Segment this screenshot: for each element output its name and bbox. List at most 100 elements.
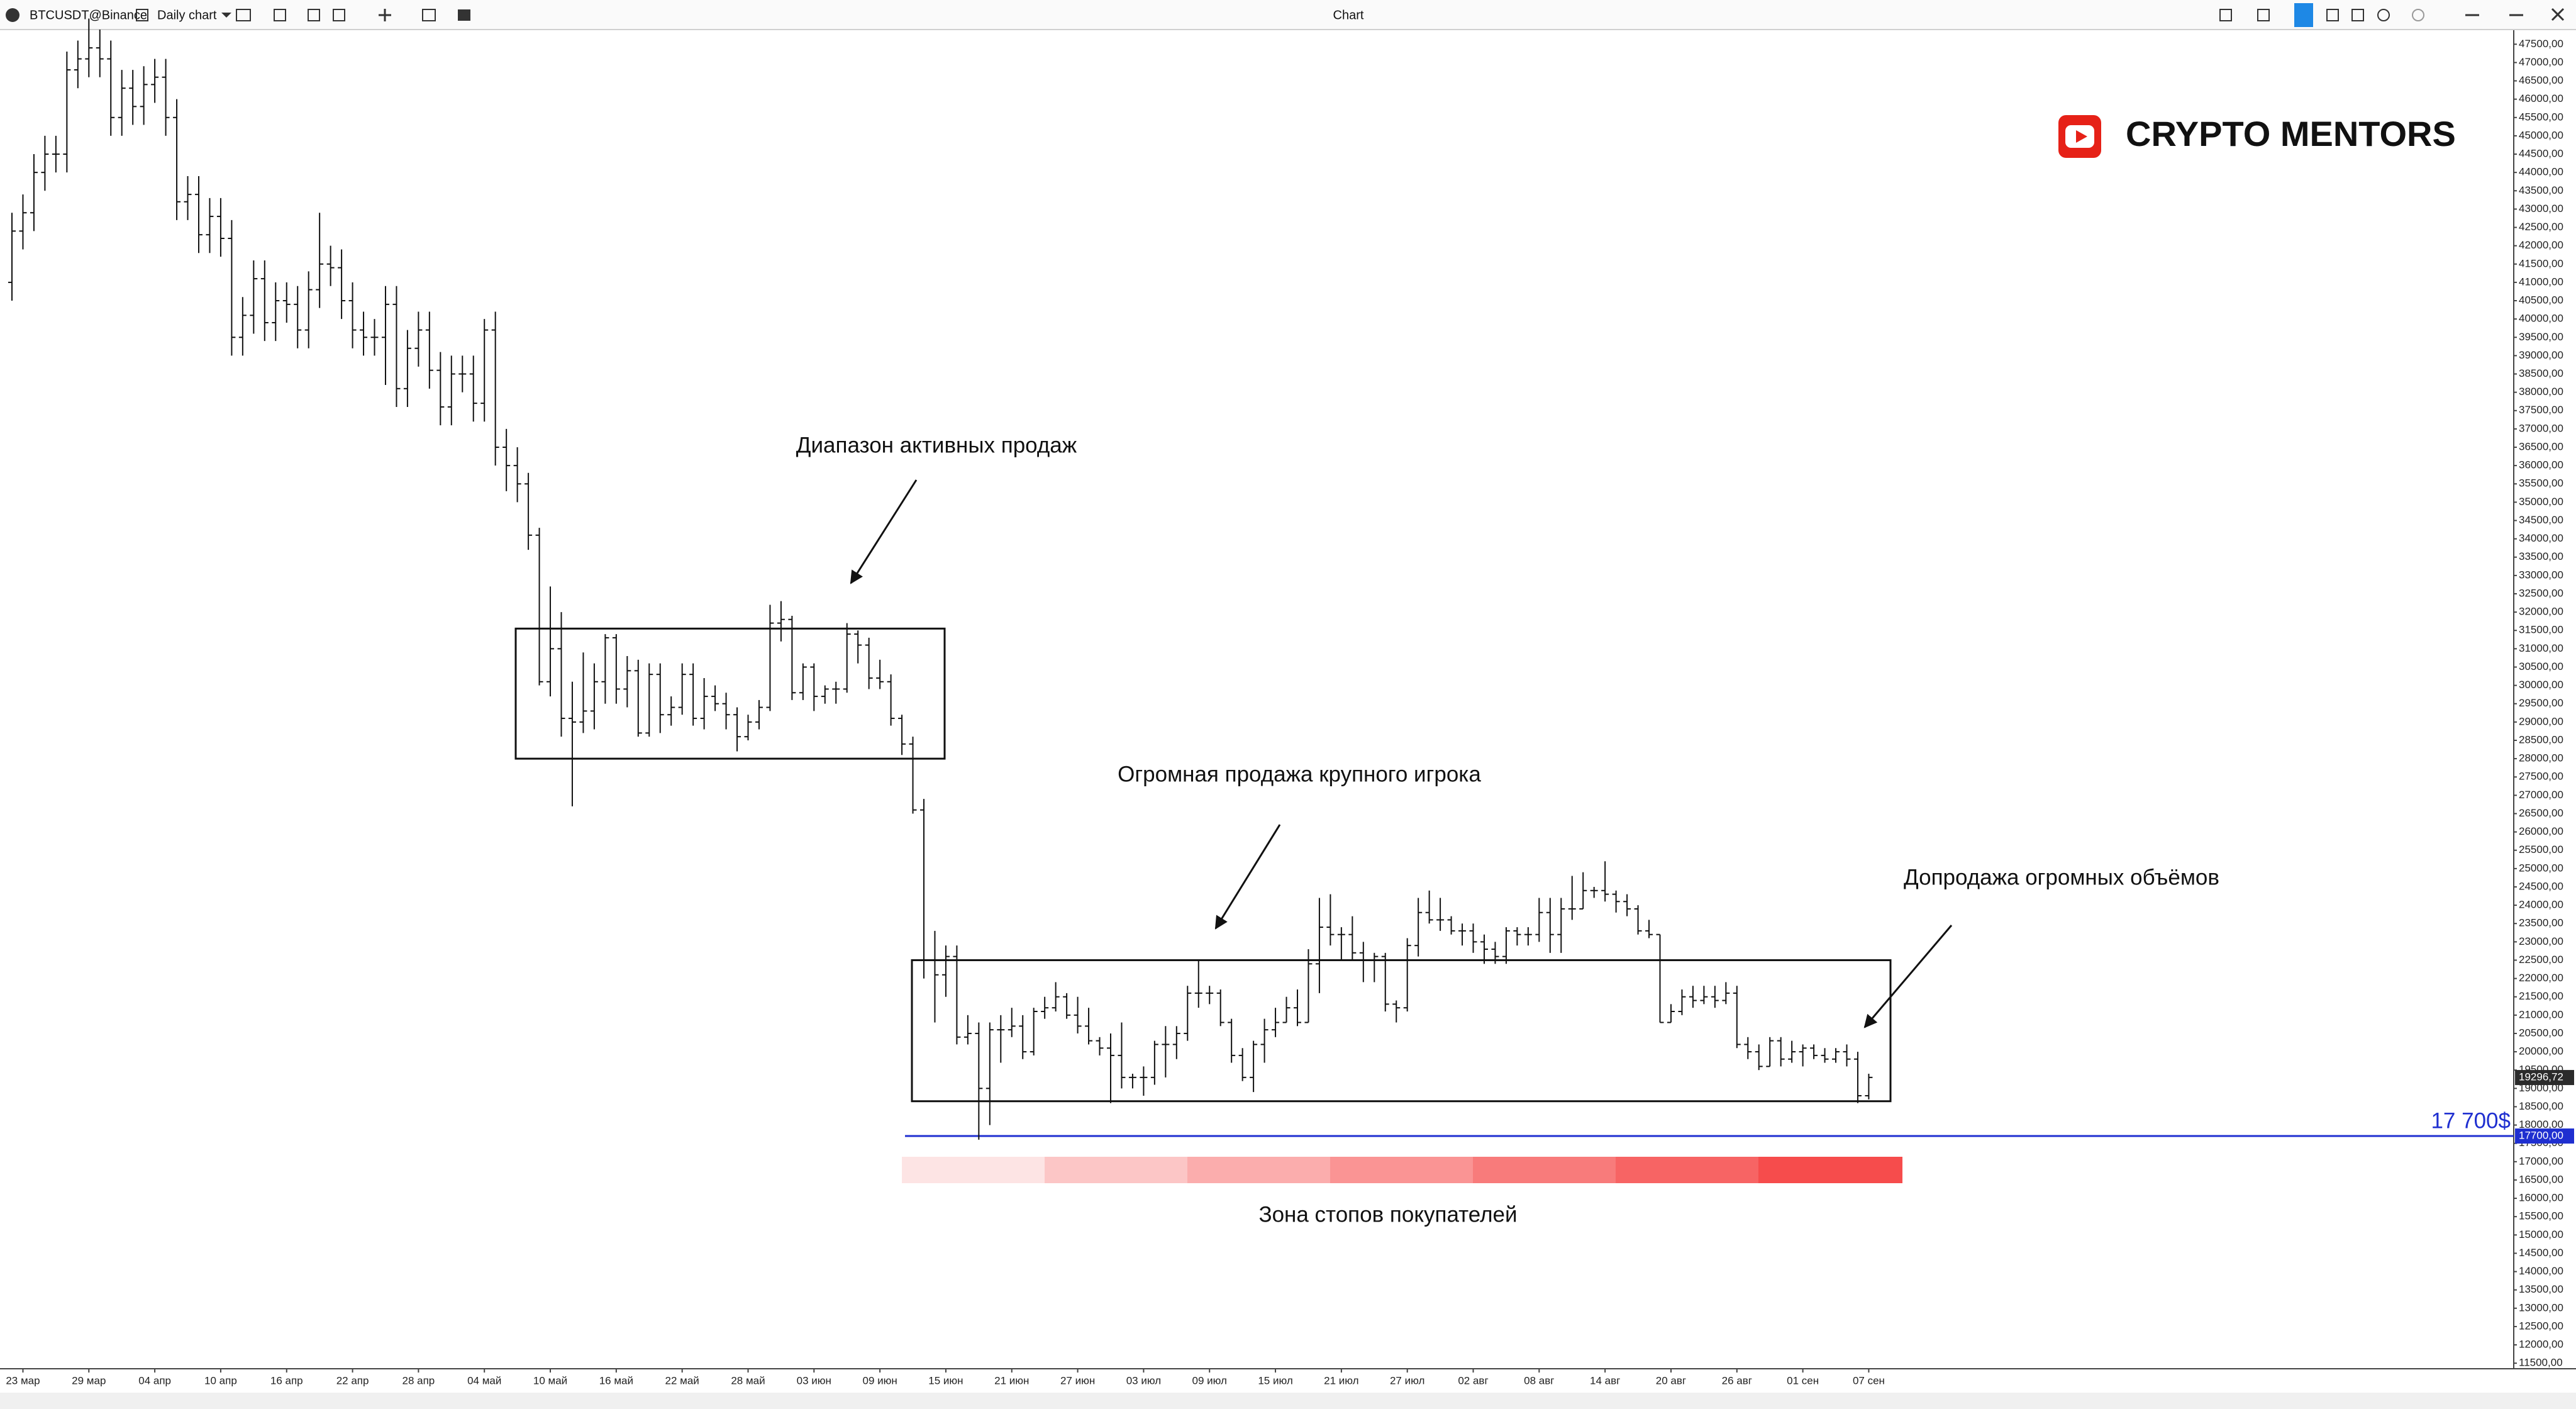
y-tick-label: 36500,00 [2519,440,2563,452]
x-tick-label: 22 май [665,1374,699,1386]
app-icon[interactable] [6,8,19,22]
draw-icon[interactable] [274,9,286,21]
y-tick-label: 36000,00 [2519,459,2563,471]
y-tick-label: 26000,00 [2519,825,2563,837]
y-tick-label: 13500,00 [2519,1283,2563,1295]
y-tick-label: 40500,00 [2519,294,2563,306]
x-tick-label: 27 июл [1390,1374,1424,1386]
range-box [514,627,946,760]
range-box [911,959,1892,1103]
x-tick-label: 09 июл [1192,1374,1227,1386]
y-tick-label: 21000,00 [2519,1008,2563,1020]
tool-icon[interactable] [2257,9,2270,21]
arrow [1863,925,1953,1028]
y-tick-label: 39500,00 [2519,331,2563,343]
search-icon[interactable] [136,9,148,21]
x-tick-label: 22 апр [336,1374,369,1386]
y-tick-label: 18500,00 [2519,1100,2563,1112]
logo-text: CRYPTO MENTORS [2126,114,2456,153]
y-tick-label: 42500,00 [2519,221,2563,233]
y-tick-label: 25500,00 [2519,844,2563,855]
active-tool[interactable] [2294,3,2313,27]
dropdown-icon[interactable] [221,13,231,18]
zone-segment [1758,1157,1902,1183]
x-tick-label: 02 авг [1458,1374,1488,1386]
y-tick-label: 28500,00 [2519,733,2563,745]
zone-segment [902,1157,1045,1183]
y-tick-label: 18000,00 [2519,1118,2563,1130]
y-tick-label: 21500,00 [2519,990,2563,1002]
x-tick-label: 08 авг [1524,1374,1554,1386]
y-tick-label: 33000,00 [2519,569,2563,581]
x-tick-label: 01 сен [1787,1374,1819,1386]
tool-icon[interactable] [2412,9,2424,21]
y-tick-label: 34000,00 [2519,532,2563,544]
y-tick-label: 17000,00 [2519,1155,2563,1167]
y-tick-label: 35000,00 [2519,496,2563,508]
x-tick-label: 10 апр [204,1374,237,1386]
last-price-label: 19296,72 [2519,1071,2563,1083]
annotation: Огромная продажа крупного игрока [1118,762,1481,786]
x-tick-label: 16 май [599,1374,633,1386]
level-axis-box [2515,1128,2574,1144]
x-tick-label: 14 авг [1590,1374,1620,1386]
add-icon[interactable] [379,9,391,21]
tool-icon[interactable] [2377,9,2390,21]
y-tick-label: 37000,00 [2519,422,2563,434]
window-title: Chart [1333,8,1364,22]
y-tick-label: 20000,00 [2519,1045,2563,1057]
y-tick-label: 14000,00 [2519,1265,2563,1277]
stop-zone [902,1157,1902,1183]
y-tick-label: 31000,00 [2519,642,2563,654]
y-tick-label: 35500,00 [2519,477,2563,489]
y-tick-label: 29500,00 [2519,697,2563,709]
chart-kind[interactable]: Daily chart [157,8,217,22]
y-tick-label: 15000,00 [2519,1228,2563,1240]
y-tick-label: 39000,00 [2519,349,2563,361]
zoom-icon[interactable] [308,9,320,21]
arrow [850,479,918,584]
tool-icon[interactable] [2351,9,2364,21]
y-tick-label: 43000,00 [2519,203,2563,214]
y-tick-label: 38500,00 [2519,367,2563,379]
y-tick-label: 22500,00 [2519,954,2563,966]
y-tick-label: 42000,00 [2519,239,2563,251]
y-tick-label: 30500,00 [2519,660,2563,672]
x-tick-label: 27 июн [1060,1374,1095,1386]
x-tick-label: 21 июн [994,1374,1029,1386]
y-tick-label: 46000,00 [2519,92,2563,104]
y-tick-label: 32000,00 [2519,606,2563,618]
zone-segment [1330,1157,1474,1183]
x-tick-label: 20 авг [1656,1374,1686,1386]
y-tick-label: 12000,00 [2519,1339,2563,1351]
y-tick-label: 29000,00 [2519,715,2563,727]
template-icon[interactable] [422,9,436,21]
tool-icon[interactable] [2219,9,2232,21]
zone-segment [1473,1157,1616,1183]
annotation: Допродажа огромных объёмов [1904,865,2219,889]
y-tick-label: 16500,00 [2519,1173,2563,1185]
y-tick-label: 43500,00 [2519,184,2563,196]
y-tick-label: 24000,00 [2519,899,2563,911]
panel-icon[interactable] [458,9,470,21]
symbol[interactable]: BTCUSDT@Binance [30,8,147,22]
x-tick-label: 09 июн [862,1374,897,1386]
y-tick-label: 15500,00 [2519,1210,2563,1222]
x-tick-label: 23 мар [6,1374,40,1386]
close-button[interactable] [2551,8,2565,21]
level-axis-label: 17700,00 [2519,1130,2563,1142]
y-tick-label: 38000,00 [2519,386,2563,398]
y-tick-label: 47000,00 [2519,56,2563,68]
y-tick-label: 31500,00 [2519,624,2563,636]
layout-icon[interactable] [236,9,251,21]
logo: CRYPTO MENTORS [2058,114,2456,158]
zone-label: Зона стопов покупателей [1258,1202,1517,1227]
y-tick-label: 20500,00 [2519,1027,2563,1039]
annotation: Диапазон активных продаж [796,433,1077,457]
x-tick-label: 07 сен [1853,1374,1885,1386]
indicator-icon[interactable] [333,9,345,21]
y-tick-label: 41000,00 [2519,276,2563,287]
tool-icon[interactable] [2326,9,2339,21]
scrollbar[interactable] [0,1393,2576,1409]
